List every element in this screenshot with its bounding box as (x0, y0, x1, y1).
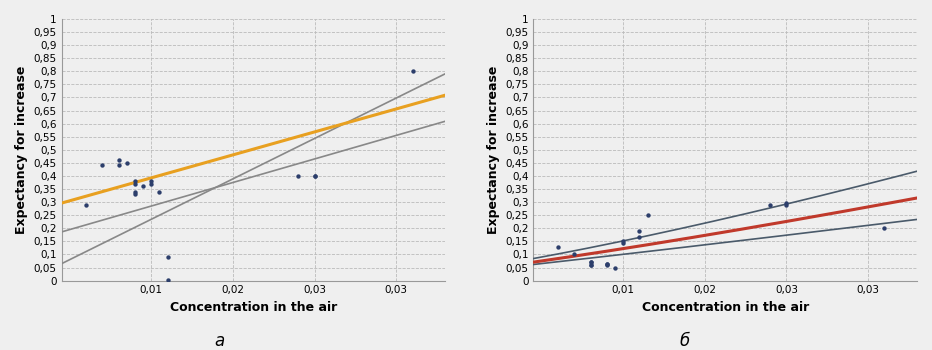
Point (128, 181, 143, 187)
Point (152, 189, 167, 195)
Point (616, 239, 631, 244)
Point (308, 173, 322, 179)
Point (128, 191, 143, 197)
Point (291, 173, 306, 179)
Point (779, 201, 794, 206)
Point (136, 184, 151, 189)
Point (405, 69, 420, 74)
Point (583, 259, 598, 265)
Point (583, 262, 598, 268)
Point (95, 163, 110, 168)
Point (78, 202, 93, 208)
X-axis label: Concentration in the air: Concentration in the air (641, 301, 809, 314)
Point (128, 189, 143, 195)
Y-axis label: Expectancy for increase: Expectancy for increase (487, 65, 500, 234)
Point (160, 278, 175, 283)
Point (616, 240, 631, 245)
Point (119, 160, 134, 166)
Text: a: a (214, 332, 224, 350)
Point (128, 178, 143, 184)
X-axis label: Concentration in the air: Concentration in the air (170, 301, 337, 314)
Point (567, 252, 582, 257)
Point (632, 234, 647, 240)
Point (877, 225, 892, 231)
Point (160, 254, 175, 260)
Point (144, 181, 158, 187)
Point (599, 261, 614, 266)
Point (632, 228, 647, 234)
Point (111, 158, 126, 163)
Point (111, 163, 126, 168)
Point (608, 265, 623, 270)
Point (144, 178, 158, 184)
Point (583, 262, 598, 268)
Point (551, 244, 566, 250)
Point (308, 173, 322, 179)
Point (583, 259, 598, 265)
Point (779, 202, 794, 208)
Point (599, 261, 614, 266)
Point (599, 262, 614, 268)
Y-axis label: Expectancy for increase: Expectancy for increase (15, 65, 28, 234)
Point (640, 212, 655, 218)
Point (762, 202, 777, 208)
Text: б: б (680, 332, 690, 350)
